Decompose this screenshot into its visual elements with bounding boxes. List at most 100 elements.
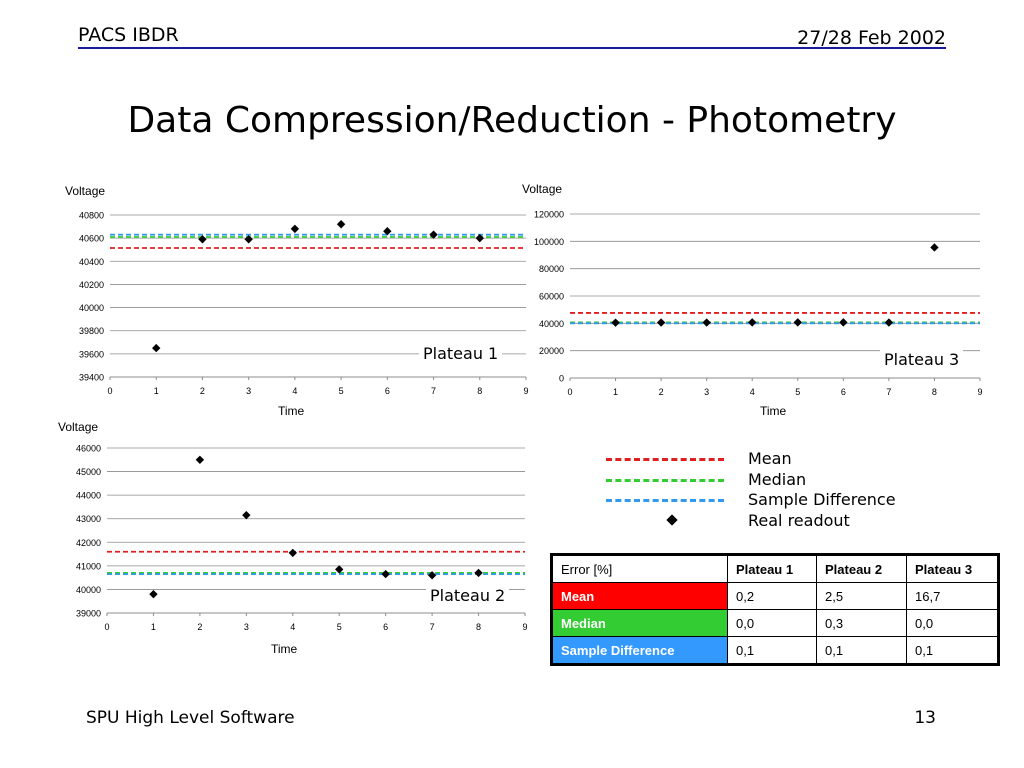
x-tick-label: 2 <box>197 622 202 632</box>
data-point <box>288 548 297 558</box>
table-header-cell: Error [%] <box>551 554 728 583</box>
data-point <box>152 343 161 353</box>
y-tick-label: 20000 <box>539 346 564 356</box>
x-tick-label: 2 <box>200 386 205 396</box>
table-cell: 0,1 <box>816 636 907 665</box>
table-cell: 0,1 <box>727 636 817 665</box>
x-tick-label: 2 <box>659 387 664 397</box>
x-tick-label: 5 <box>795 387 800 397</box>
x-tick-label: 8 <box>932 387 937 397</box>
header-left-text: PACS IBDR <box>78 24 179 46</box>
x-tick-label: 9 <box>522 622 527 632</box>
chart-plateau-1: 39400 39600 39800 40000 40200 40400 40600 40800… <box>79 211 529 397</box>
legend-mean-swatch <box>606 458 724 461</box>
y-tick-label: 40000 <box>76 585 101 595</box>
table-row-label-median: Median <box>551 609 728 637</box>
table-row-label-mean: Mean <box>551 582 728 610</box>
y-tick-label: 44000 <box>76 491 101 501</box>
y-tick-label: 40600 <box>79 234 104 244</box>
data-point <box>198 235 207 244</box>
x-tick-label: 5 <box>337 622 342 632</box>
y-tick-label: 40800 <box>79 211 104 221</box>
table-header-cell: Plateau 1 <box>727 554 817 583</box>
x-tick-label: 3 <box>244 622 249 632</box>
y-tick-label: 100000 <box>534 237 564 247</box>
x-tick-label: 1 <box>154 386 159 396</box>
x-tick-label: 3 <box>704 387 709 397</box>
x-tick-label: 9 <box>977 387 982 397</box>
data-point <box>290 224 300 234</box>
data-point <box>474 568 483 578</box>
x-tick-label: 1 <box>613 387 618 397</box>
data-point <box>884 318 894 327</box>
data-point <box>383 227 392 236</box>
legend-real-readout-label: Real readout <box>748 510 850 530</box>
legend-sample-difference-swatch <box>606 499 724 502</box>
header-date: 27/28 Feb 2002 <box>797 27 946 49</box>
data-point <box>475 233 484 243</box>
table-cell: 0,0 <box>906 609 999 637</box>
table-header-row: Error [%] Plateau 1 Plateau 2 Plateau 3 <box>551 554 999 583</box>
data-point <box>930 243 939 252</box>
slide-title: Data Compression/Reduction - Photometry <box>127 100 897 141</box>
data-point <box>242 510 251 520</box>
x-tick-label: 8 <box>476 622 481 632</box>
x-tick-label: 9 <box>523 386 528 396</box>
x-tick-label: 5 <box>339 386 344 396</box>
data-point <box>748 318 757 327</box>
chart2-ylabel: Voltage <box>522 182 563 196</box>
data-point <box>336 220 346 229</box>
data-point <box>839 318 848 327</box>
y-tick-label: 80000 <box>539 264 564 274</box>
data-point <box>793 318 802 327</box>
table-header-cell: Plateau 2 <box>816 554 907 583</box>
chart2-annotation: Plateau 3 <box>880 350 964 369</box>
y-tick-label: 46000 <box>76 444 101 454</box>
chart3-ylabel: Voltage <box>58 420 99 434</box>
data-point <box>702 318 711 327</box>
y-tick-label: 60000 <box>539 292 564 302</box>
x-tick-label: 0 <box>567 387 572 397</box>
x-tick-label: 7 <box>886 387 891 397</box>
y-tick-label: 39400 <box>79 373 104 383</box>
table-cell: 0,1 <box>906 636 999 665</box>
x-tick-label: 0 <box>107 386 112 396</box>
data-point <box>195 455 205 464</box>
chart2-xlabel: Time <box>760 404 787 418</box>
x-tick-label: 6 <box>385 386 390 396</box>
y-tick-label: 0 <box>559 374 564 384</box>
y-tick-label: 45000 <box>76 467 101 477</box>
footer-left-text: SPU High Level Software <box>86 708 295 728</box>
chart1-ylabel: Voltage <box>65 184 106 198</box>
data-point <box>244 235 253 244</box>
y-tick-label: 40000 <box>79 303 104 313</box>
data-point <box>656 318 666 327</box>
error-table: Error [%] Plateau 1 Plateau 2 Plateau 3 … <box>550 553 1000 666</box>
chart3-xlabel: Time <box>271 642 298 656</box>
table-row: Sample Difference 0,1 0,1 0,1 <box>551 636 999 665</box>
x-tick-label: 3 <box>246 386 251 396</box>
legend-mean-label: Mean <box>748 449 792 468</box>
diamond-marker-icon <box>666 513 678 526</box>
table-header-cell: Plateau 3 <box>906 554 999 583</box>
data-point <box>149 589 158 599</box>
y-tick-label: 40200 <box>79 280 104 290</box>
table-cell: 0,3 <box>816 609 907 637</box>
chart1-annotation: Plateau 1 <box>419 344 503 363</box>
table-cell: 2,5 <box>816 582 907 610</box>
x-tick-label: 7 <box>430 622 435 632</box>
table-row: Median 0,0 0,3 0,0 <box>551 609 999 637</box>
page-number: 13 <box>914 708 936 728</box>
chart-plateau-2: 39000 40000 41000 42000 43000 44000 45000 46000… <box>76 444 528 633</box>
table-row: Mean 0,2 2,5 16,7 <box>551 582 999 610</box>
legend-median-label: Median <box>748 469 807 489</box>
y-tick-label: 39600 <box>79 349 104 359</box>
x-tick-label: 8 <box>477 386 482 396</box>
x-tick-label: 6 <box>841 387 846 397</box>
y-tick-label: 120000 <box>534 210 564 220</box>
table-row-label-sample-difference: Sample Difference <box>551 636 728 665</box>
y-tick-label: 43000 <box>76 514 101 524</box>
legend-median-swatch <box>606 478 724 482</box>
x-tick-label: 0 <box>104 622 109 632</box>
y-tick-label: 39000 <box>76 609 101 619</box>
